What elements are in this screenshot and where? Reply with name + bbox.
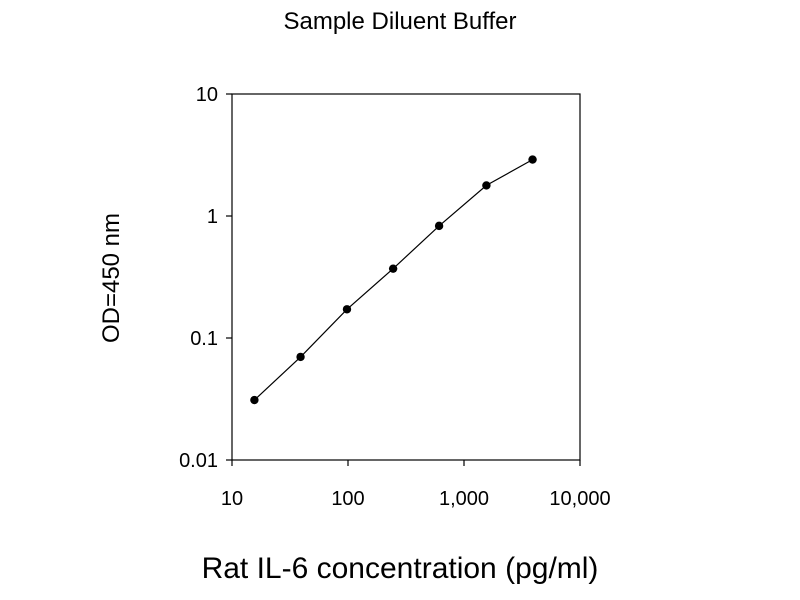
data-point	[388, 264, 398, 273]
data-point	[296, 352, 305, 362]
series-points	[250, 155, 537, 405]
y-tick-label: 0.01	[179, 450, 218, 472]
data-point	[482, 181, 491, 190]
x-axis-label: Rat IL-6 concentration (pg/ml)	[201, 552, 599, 585]
y-tick-label: 10	[196, 84, 218, 106]
data-point	[342, 305, 352, 314]
data-point	[434, 221, 444, 231]
y-axis-label: OD=450 nm	[98, 212, 125, 344]
y-tick-label: 1	[207, 206, 218, 228]
y-axis: 0.01 0.1 1 10	[179, 84, 232, 472]
data-point	[250, 395, 259, 405]
chart-title: Sample Diluent Buffer	[283, 8, 517, 35]
x-axis: 10 100 1,000 10,000	[221, 460, 611, 510]
x-tick-label: 1,000	[439, 488, 489, 510]
x-tick-label: 100	[331, 488, 364, 510]
plot-frame	[231, 93, 581, 461]
y-tick-label: 0.1	[190, 328, 218, 350]
series-line	[253, 159, 533, 401]
data-point	[528, 155, 537, 164]
x-tick-label: 10,000	[549, 488, 610, 510]
x-tick-label: 10	[221, 488, 243, 510]
